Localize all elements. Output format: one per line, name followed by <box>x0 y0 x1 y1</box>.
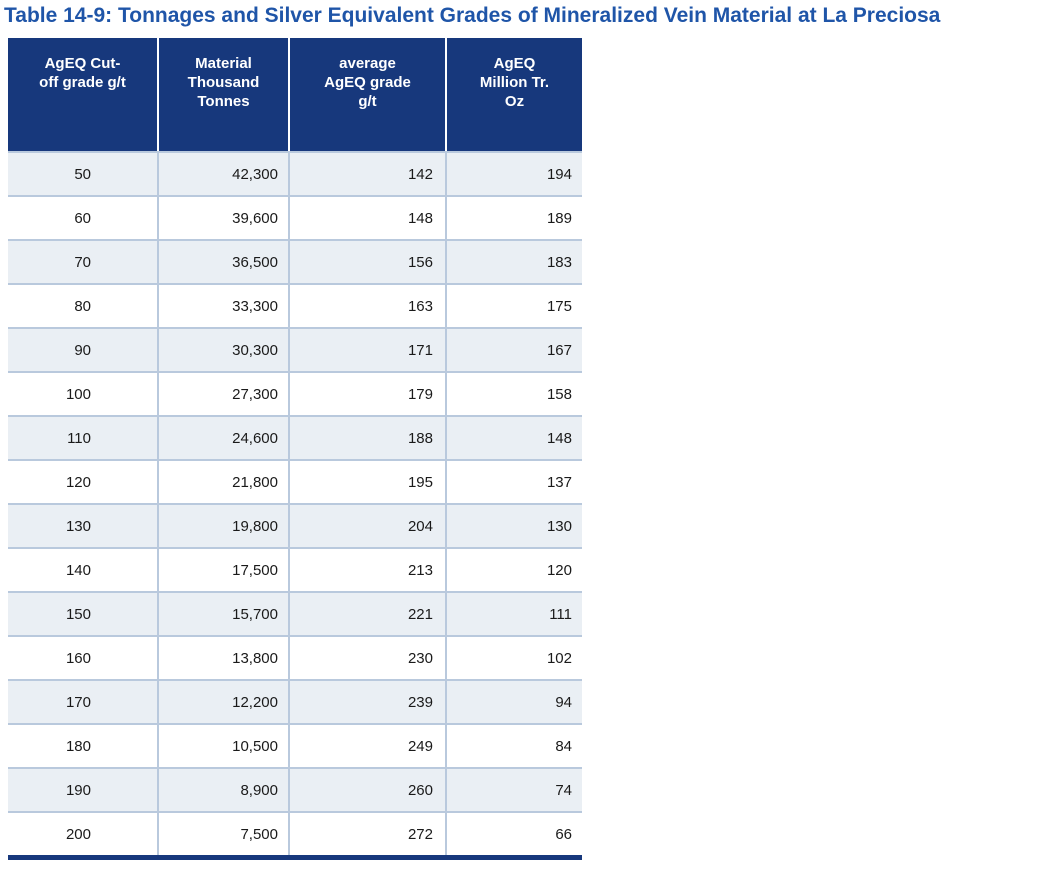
table-cell: 183 <box>445 239 582 283</box>
table-header-row: AgEQ Cut- off grade g/t Material Thousan… <box>8 38 582 151</box>
table-cell: 100 <box>8 371 157 415</box>
table-cell: 60 <box>8 195 157 239</box>
table-cell: 163 <box>288 283 445 327</box>
table-cell: 171 <box>288 327 445 371</box>
table-cell: 120 <box>445 547 582 591</box>
table-cell: 102 <box>445 635 582 679</box>
table-cell: 130 <box>445 503 582 547</box>
table-cell: 160 <box>8 635 157 679</box>
table-cell: 120 <box>8 459 157 503</box>
table-cell: 19,800 <box>157 503 288 547</box>
table-row: 150 15,700 221 111 <box>8 591 582 635</box>
table-cell: 158 <box>445 371 582 415</box>
table-cell: 140 <box>8 547 157 591</box>
col-header-million-troy-oz: AgEQ Million Tr. Oz <box>445 38 582 151</box>
col-header-average-grade: average AgEQ grade g/t <box>288 38 445 151</box>
table-cell: 180 <box>8 723 157 767</box>
table-cell: 130 <box>8 503 157 547</box>
table-cell: 200 <box>8 811 157 855</box>
col-header-material-tonnes: Material Thousand Tonnes <box>157 38 288 151</box>
col-header-cutoff-grade: AgEQ Cut- off grade g/t <box>8 38 157 151</box>
table-cell: 179 <box>288 371 445 415</box>
table-cell: 84 <box>445 723 582 767</box>
table-cell: 148 <box>288 195 445 239</box>
table-cell: 80 <box>8 283 157 327</box>
table-cell: 24,600 <box>157 415 288 459</box>
table-row: 100 27,300 179 158 <box>8 371 582 415</box>
table-cell: 189 <box>445 195 582 239</box>
table-cell: 90 <box>8 327 157 371</box>
table-cell: 15,700 <box>157 591 288 635</box>
table-cell: 94 <box>445 679 582 723</box>
table-cell: 74 <box>445 767 582 811</box>
table-cell: 221 <box>288 591 445 635</box>
table-cell: 190 <box>8 767 157 811</box>
table-cell: 42,300 <box>157 151 288 195</box>
table-cell: 175 <box>445 283 582 327</box>
table-container: AgEQ Cut- off grade g/t Material Thousan… <box>8 38 582 860</box>
table-cell: 66 <box>445 811 582 855</box>
data-table: AgEQ Cut- off grade g/t Material Thousan… <box>8 38 582 855</box>
table-header: AgEQ Cut- off grade g/t Material Thousan… <box>8 38 582 151</box>
table-cell: 33,300 <box>157 283 288 327</box>
table-row: 80 33,300 163 175 <box>8 283 582 327</box>
table-cell: 7,500 <box>157 811 288 855</box>
table-cell: 213 <box>288 547 445 591</box>
table-cell: 150 <box>8 591 157 635</box>
table-cell: 137 <box>445 459 582 503</box>
table-cell: 230 <box>288 635 445 679</box>
table-cell: 204 <box>288 503 445 547</box>
table-cell: 39,600 <box>157 195 288 239</box>
table-row: 70 36,500 156 183 <box>8 239 582 283</box>
table-cell: 272 <box>288 811 445 855</box>
table-row: 110 24,600 188 148 <box>8 415 582 459</box>
table-row: 50 42,300 142 194 <box>8 151 582 195</box>
table-cell: 50 <box>8 151 157 195</box>
table-row: 160 13,800 230 102 <box>8 635 582 679</box>
table-cell: 239 <box>288 679 445 723</box>
table-cell: 27,300 <box>157 371 288 415</box>
table-cell: 70 <box>8 239 157 283</box>
table-row: 200 7,500 272 66 <box>8 811 582 855</box>
table-row: 140 17,500 213 120 <box>8 547 582 591</box>
table-cell: 167 <box>445 327 582 371</box>
table-cell: 260 <box>288 767 445 811</box>
table-cell: 36,500 <box>157 239 288 283</box>
table-cell: 188 <box>288 415 445 459</box>
table-row: 120 21,800 195 137 <box>8 459 582 503</box>
table-body: 50 42,300 142 194 60 39,600 148 189 70 36,500 156 1… <box>8 151 582 855</box>
table-row: 130 19,800 204 130 <box>8 503 582 547</box>
table-row: 90 30,300 171 167 <box>8 327 582 371</box>
table-bottom-border <box>8 855 582 860</box>
table-cell: 148 <box>445 415 582 459</box>
table-cell: 156 <box>288 239 445 283</box>
table-cell: 111 <box>445 591 582 635</box>
table-cell: 142 <box>288 151 445 195</box>
table-row: 180 10,500 249 84 <box>8 723 582 767</box>
table-row: 170 12,200 239 94 <box>8 679 582 723</box>
table-cell: 10,500 <box>157 723 288 767</box>
table-cell: 8,900 <box>157 767 288 811</box>
table-row: 60 39,600 148 189 <box>8 195 582 239</box>
table-cell: 194 <box>445 151 582 195</box>
table-title: Table 14-9: Tonnages and Silver Equivale… <box>4 4 941 27</box>
table-cell: 30,300 <box>157 327 288 371</box>
table-cell: 17,500 <box>157 547 288 591</box>
table-cell: 12,200 <box>157 679 288 723</box>
table-cell: 249 <box>288 723 445 767</box>
table-cell: 13,800 <box>157 635 288 679</box>
table-cell: 170 <box>8 679 157 723</box>
table-cell: 195 <box>288 459 445 503</box>
table-cell: 110 <box>8 415 157 459</box>
table-row: 190 8,900 260 74 <box>8 767 582 811</box>
table-cell: 21,800 <box>157 459 288 503</box>
